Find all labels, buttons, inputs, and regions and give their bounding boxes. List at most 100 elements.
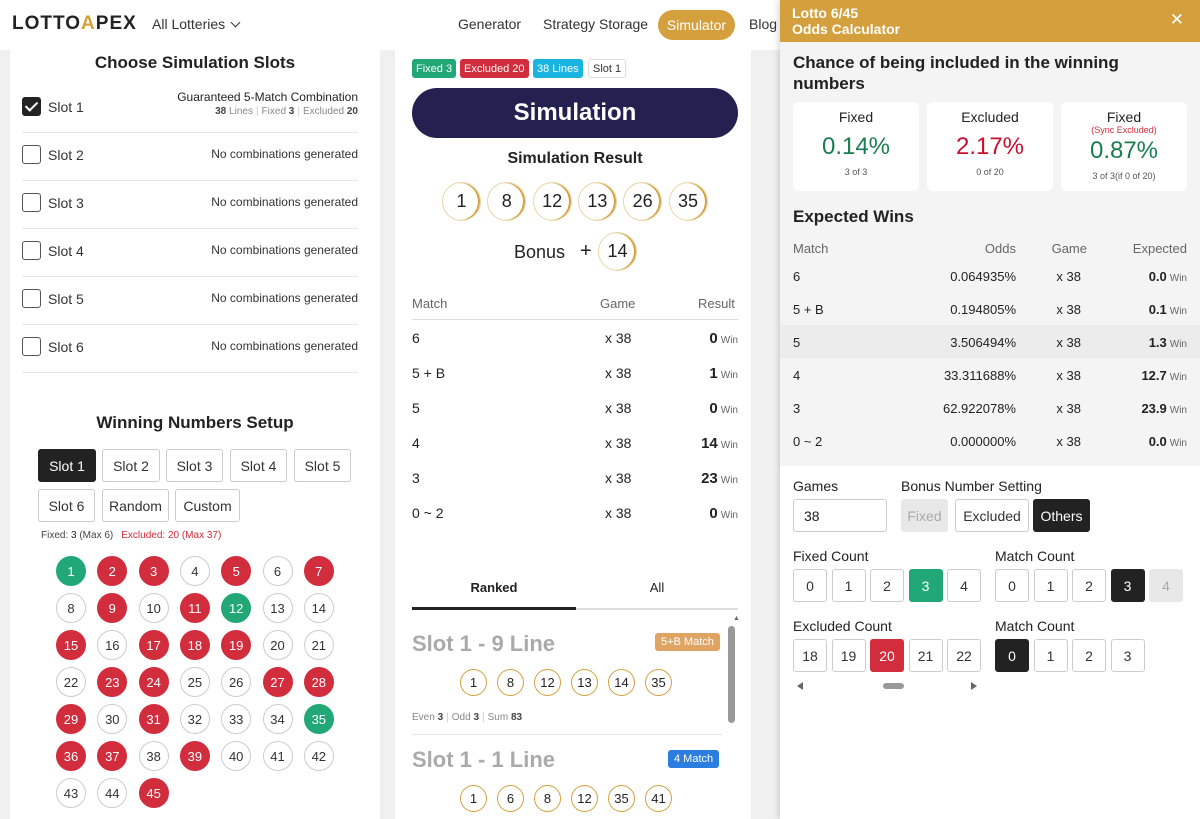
count-option[interactable]: 2 xyxy=(1072,639,1106,672)
slot-row[interactable]: Slot 5 No combinations generated xyxy=(22,277,358,325)
games-input[interactable]: 38 xyxy=(793,499,887,532)
slot-checkbox[interactable] xyxy=(22,289,41,308)
number-ball[interactable]: 14 xyxy=(303,593,334,623)
number-ball[interactable]: 7 xyxy=(303,556,334,586)
slot-row[interactable]: Slot 4 No combinations generated xyxy=(22,229,358,277)
count-option[interactable]: 0 xyxy=(995,639,1029,672)
scroll-left-arrow[interactable] xyxy=(797,682,803,690)
setup-tab[interactable]: Slot 4 xyxy=(230,449,287,482)
number-ball[interactable]: 3 xyxy=(138,556,169,586)
count-option[interactable]: 4 xyxy=(1149,569,1183,602)
nav-generator[interactable]: Generator xyxy=(458,16,522,32)
number-ball[interactable]: 42 xyxy=(303,741,334,771)
number-ball[interactable]: 18 xyxy=(179,630,210,660)
slot-checkbox[interactable] xyxy=(22,193,41,212)
nav-simulator[interactable]: Simulator xyxy=(658,10,735,40)
number-ball[interactable]: 5 xyxy=(221,556,252,586)
count-option[interactable]: 22 xyxy=(947,639,981,672)
tab-all[interactable]: All xyxy=(649,580,665,595)
number-ball[interactable]: 41 xyxy=(262,741,293,771)
setup-tab[interactable]: Slot 6 xyxy=(38,489,95,522)
number-ball[interactable]: 16 xyxy=(97,630,128,660)
setup-tab[interactable]: Random xyxy=(102,489,169,522)
slot-checkbox[interactable] xyxy=(22,337,41,356)
ranked-scrollbar[interactable] xyxy=(728,626,735,723)
number-ball[interactable]: 8 xyxy=(56,593,86,623)
number-ball[interactable]: 12 xyxy=(221,593,252,623)
count-option[interactable]: 20 xyxy=(870,639,904,672)
number-ball[interactable]: 9 xyxy=(97,593,128,623)
count-option[interactable]: 1 xyxy=(1033,569,1068,602)
slot-row[interactable]: Slot 1 Guaranteed 5-Match Combination 38 L… xyxy=(22,85,358,133)
number-ball[interactable]: 43 xyxy=(56,778,86,808)
number-ball[interactable]: 35 xyxy=(303,704,334,734)
count-option[interactable]: 3 xyxy=(1110,639,1145,672)
count-option[interactable]: 19 xyxy=(831,639,866,672)
number-ball[interactable]: 30 xyxy=(97,704,128,734)
number-ball[interactable]: 21 xyxy=(303,630,334,660)
tab-ranked[interactable]: Ranked xyxy=(470,580,518,595)
bonus-option[interactable]: Excluded xyxy=(955,499,1029,532)
number-ball[interactable]: 23 xyxy=(97,667,128,697)
number-ball[interactable]: 25 xyxy=(179,667,210,697)
count-option[interactable]: 0 xyxy=(995,569,1029,602)
count-option[interactable]: 21 xyxy=(908,639,943,672)
number-ball[interactable]: 4 xyxy=(179,556,210,586)
number-ball[interactable]: 32 xyxy=(179,704,210,734)
slot-checkbox[interactable] xyxy=(22,145,41,164)
scroll-thumb[interactable] xyxy=(883,683,904,689)
excluded-count-scrollbar[interactable] xyxy=(797,682,977,690)
number-ball[interactable]: 44 xyxy=(97,778,128,808)
count-option[interactable]: 1 xyxy=(1033,639,1068,672)
slot-checkbox[interactable] xyxy=(22,97,41,116)
number-ball[interactable]: 34 xyxy=(262,704,293,734)
number-ball[interactable]: 27 xyxy=(262,667,293,697)
number-ball[interactable]: 38 xyxy=(138,741,169,771)
number-ball[interactable]: 10 xyxy=(138,593,169,623)
number-ball[interactable]: 28 xyxy=(303,667,334,697)
number-ball[interactable]: 29 xyxy=(56,704,86,734)
number-ball[interactable]: 31 xyxy=(138,704,169,734)
nav-strategy-storage[interactable]: Strategy Storage xyxy=(543,16,649,32)
number-ball[interactable]: 11 xyxy=(179,593,210,623)
number-ball[interactable]: 15 xyxy=(56,630,86,660)
count-option[interactable]: 2 xyxy=(870,569,904,602)
count-option[interactable]: 1 xyxy=(831,569,866,602)
setup-tab[interactable]: Slot 1 xyxy=(38,449,96,482)
number-ball[interactable]: 36 xyxy=(56,741,86,771)
setup-tab[interactable]: Custom xyxy=(175,489,240,522)
number-ball[interactable]: 39 xyxy=(179,741,210,771)
number-ball[interactable]: 40 xyxy=(221,741,252,771)
number-ball[interactable]: 37 xyxy=(97,741,128,771)
scroll-up-arrow[interactable]: ▲ xyxy=(733,615,740,622)
number-ball[interactable]: 17 xyxy=(138,630,169,660)
all-lotteries-dropdown[interactable]: All Lotteries xyxy=(152,16,241,32)
simulation-button[interactable]: Simulation xyxy=(412,88,738,138)
number-ball[interactable]: 33 xyxy=(221,704,252,734)
number-ball[interactable]: 1 xyxy=(56,556,86,586)
slot-row[interactable]: Slot 2 No combinations generated xyxy=(22,133,358,181)
logo[interactable]: LOTTOAPEX xyxy=(12,13,137,34)
setup-tab[interactable]: Slot 2 xyxy=(102,449,160,482)
number-ball[interactable]: 22 xyxy=(56,667,86,697)
bonus-option[interactable]: Fixed xyxy=(901,499,948,532)
count-option[interactable]: 0 xyxy=(793,569,827,602)
count-option[interactable]: 4 xyxy=(947,569,981,602)
count-option[interactable]: 3 xyxy=(908,569,943,602)
count-option[interactable]: 18 xyxy=(793,639,827,672)
scroll-right-arrow[interactable] xyxy=(971,682,977,690)
slot-checkbox[interactable] xyxy=(22,241,41,260)
number-ball[interactable]: 19 xyxy=(221,630,252,660)
slot-row[interactable]: Slot 6 No combinations generated xyxy=(22,325,358,373)
number-ball[interactable]: 2 xyxy=(97,556,128,586)
number-ball[interactable]: 45 xyxy=(138,778,169,808)
setup-tab[interactable]: Slot 3 xyxy=(166,449,223,482)
number-ball[interactable]: 6 xyxy=(262,556,293,586)
number-ball[interactable]: 26 xyxy=(221,667,252,697)
slot-row[interactable]: Slot 3 No combinations generated xyxy=(22,181,358,229)
setup-tab[interactable]: Slot 5 xyxy=(294,449,351,482)
bonus-option[interactable]: Others xyxy=(1033,499,1090,532)
count-option[interactable]: 2 xyxy=(1072,569,1106,602)
count-option[interactable]: 3 xyxy=(1110,569,1145,602)
number-ball[interactable]: 13 xyxy=(262,593,293,623)
